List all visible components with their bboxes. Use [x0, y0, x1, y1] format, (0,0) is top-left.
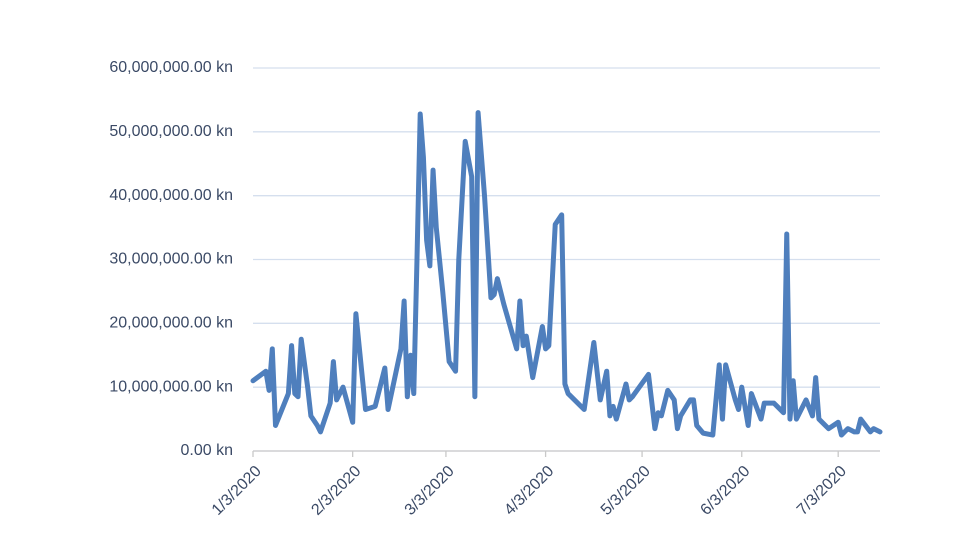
data-line	[250, 110, 883, 438]
y-tick-label: 50,000,000.00 kn	[109, 123, 233, 140]
y-tick-label: 10,000,000.00 kn	[109, 378, 233, 395]
y-tick-label: 0.00 kn	[181, 442, 233, 459]
y-tick-label: 60,000,000.00 kn	[109, 59, 233, 76]
y-tick-label: 40,000,000.00 kn	[109, 187, 233, 204]
y-tick-label: 30,000,000.00 kn	[109, 251, 233, 268]
x-tick-label: 4/3/2020	[501, 463, 557, 519]
y-tick-label: 20,000,000.00 kn	[109, 315, 233, 332]
x-tick-label: 5/3/2020	[598, 463, 654, 519]
x-tick-label: 1/3/2020	[209, 463, 265, 519]
x-tick-label: 7/3/2020	[794, 463, 850, 519]
x-tick-label: 2/3/2020	[308, 463, 364, 519]
x-tick-label: 6/3/2020	[697, 463, 753, 519]
x-tick-label: 3/3/2020	[402, 463, 458, 519]
